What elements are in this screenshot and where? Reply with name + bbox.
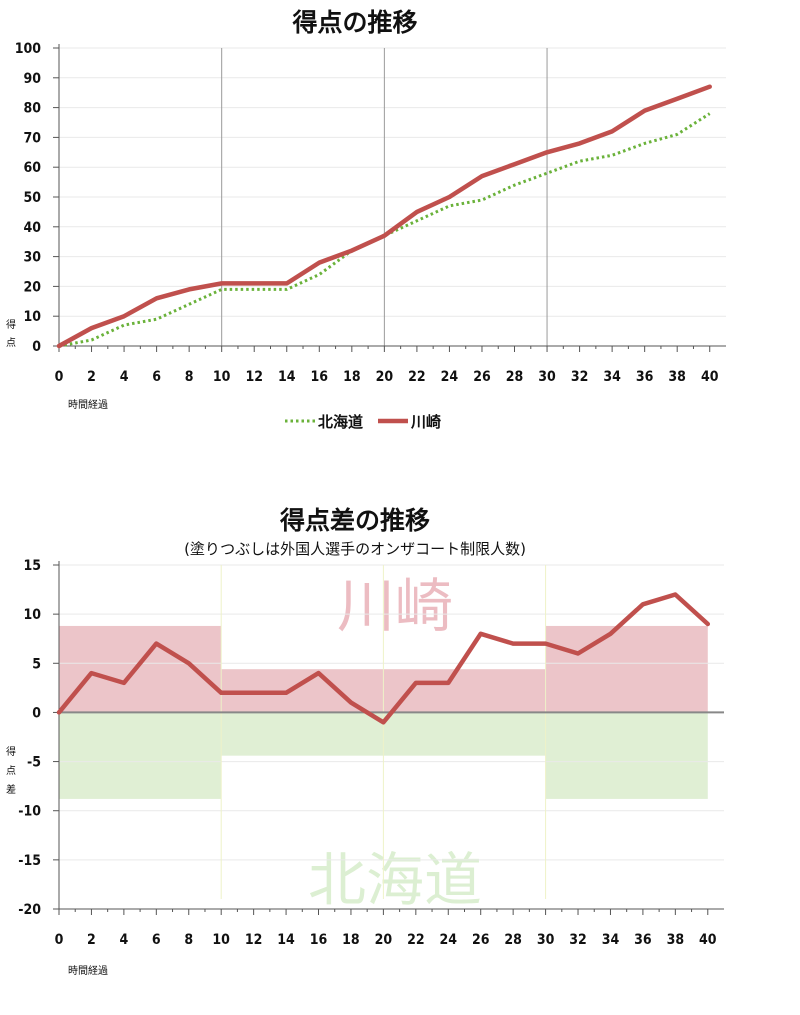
x-tick-label: 10 — [212, 932, 230, 948]
x-tick-label: 36 — [634, 932, 652, 948]
series-line-kawasaki — [56, 84, 712, 349]
y-tick-label: 10 — [23, 607, 41, 623]
y-tick-label: 20 — [23, 279, 41, 295]
x-tick-label: 8 — [184, 932, 193, 948]
y-tick-label: 15 — [23, 558, 41, 574]
x-tick-label: 2 — [87, 369, 96, 385]
x-tick-label: 14 — [277, 932, 295, 948]
x-tick-label: 6 — [152, 932, 161, 948]
chart2-x-ticks: 0 2 4 6 8 10 12 14 16 18 20 22 24 26 28 30 32 34 36 38 40 — [55, 909, 717, 948]
band-kawasaki — [545, 625, 708, 713]
chart1-gridlines — [59, 47, 726, 347]
ylabel-char: 点 — [6, 337, 16, 349]
x-tick-label: 38 — [667, 932, 685, 948]
x-tick-label: 32 — [571, 369, 589, 385]
x-tick-label: 12 — [245, 932, 263, 948]
legend-label-kawasaki: 川崎 — [410, 413, 441, 431]
chart1-x-ticks: 0 2 4 6 8 10 12 14 16 18 20 22 24 26 28 30 32 34 36 38 40 — [55, 346, 719, 385]
chart1-period-lines — [221, 48, 548, 346]
x-tick-label: 18 — [343, 369, 361, 385]
chart1-xlabel: 時間経過 — [68, 398, 108, 411]
x-tick-label: 12 — [245, 369, 263, 385]
chart2-title: 得点差の推移 — [279, 506, 430, 535]
x-tick-label: 40 — [699, 932, 717, 948]
x-tick-label: 32 — [569, 932, 587, 948]
y-tick-label: -20 — [18, 902, 41, 918]
chart2-period-lines — [220, 565, 547, 899]
chart1-axes — [58, 44, 726, 347]
x-tick-label: 40 — [701, 369, 719, 385]
x-tick-label: 26 — [472, 932, 490, 948]
x-tick-label: 24 — [441, 369, 459, 385]
y-tick-label: 90 — [23, 71, 41, 87]
x-tick-label: 26 — [473, 369, 491, 385]
x-tick-label: 4 — [120, 369, 129, 385]
x-tick-label: 16 — [311, 369, 329, 385]
legend-label-hokkaido: 北海道 — [318, 413, 363, 431]
series-line-score-diff — [56, 592, 711, 725]
ylabel-char: 得 — [6, 319, 16, 331]
y-tick-label: 80 — [23, 101, 41, 117]
band-hokkaido — [545, 712, 708, 799]
chart1-series — [56, 84, 712, 349]
x-tick-label: 22 — [408, 369, 426, 385]
y-tick-label: 10 — [23, 309, 41, 325]
x-tick-label: 20 — [375, 932, 393, 948]
chart2-series — [56, 592, 711, 725]
chart2-y-ticks: -20 -15 -10 -5 0 5 10 15 — [18, 558, 59, 918]
x-tick-label: 38 — [668, 369, 686, 385]
y-tick-label: 60 — [23, 160, 41, 176]
y-tick-label: 100 — [15, 41, 42, 57]
y-tick-label: -10 — [18, 804, 41, 820]
x-tick-label: 34 — [603, 369, 621, 385]
x-tick-label: 4 — [119, 932, 128, 948]
score-diff-chart: 川崎 北海道 得点差の推移 (塗りつぶしは外国人選手のオンザコート制限人数) -… — [6, 506, 724, 977]
chart1-ylabel: 得点 — [6, 319, 16, 349]
chart2-subtitle: (塗りつぶしは外国人選手のオンザコート制限人数) — [184, 540, 526, 558]
x-tick-label: 34 — [602, 932, 620, 948]
ylabel-char: 得 — [6, 746, 16, 758]
y-tick-label: 0 — [32, 705, 41, 721]
x-tick-label: 16 — [310, 932, 328, 948]
x-tick-label: 0 — [55, 369, 64, 385]
x-tick-label: 30 — [538, 369, 556, 385]
x-tick-label: 36 — [636, 369, 654, 385]
chart2-ylabel: 得点差 — [6, 746, 16, 796]
x-tick-label: 0 — [55, 932, 64, 948]
chart1-legend: 北海道 川崎 — [285, 413, 441, 431]
x-tick-label: 2 — [87, 932, 96, 948]
x-tick-label: 28 — [504, 932, 522, 948]
y-tick-label: -15 — [18, 853, 41, 869]
x-tick-label: 20 — [376, 369, 394, 385]
y-tick-label: 5 — [32, 656, 41, 672]
ylabel-char: 差 — [6, 783, 16, 796]
chart1-y-ticks: 0 10 20 30 40 50 60 70 80 90 100 — [15, 41, 59, 355]
x-tick-label: 24 — [440, 932, 458, 948]
watermark-kawasaki: 川崎 — [337, 572, 453, 640]
chart1-title: 得点の推移 — [291, 8, 417, 37]
watermark-hokkaido: 北海道 — [308, 846, 482, 914]
y-tick-label: 0 — [32, 339, 41, 355]
chart2-xlabel: 時間経過 — [68, 964, 108, 977]
x-tick-label: 10 — [213, 369, 231, 385]
y-tick-label: 30 — [23, 250, 41, 266]
y-tick-label: 70 — [23, 130, 41, 146]
ylabel-char: 点 — [6, 765, 16, 777]
x-tick-label: 8 — [185, 369, 194, 385]
y-tick-label: 40 — [23, 220, 41, 236]
x-tick-label: 14 — [278, 369, 296, 385]
y-tick-label: 50 — [23, 190, 41, 206]
x-tick-label: 22 — [407, 932, 425, 948]
x-tick-label: 28 — [506, 369, 524, 385]
y-tick-label: -5 — [27, 755, 41, 771]
x-tick-label: 18 — [342, 932, 360, 948]
x-tick-label: 6 — [152, 369, 161, 385]
band-hokkaido — [59, 712, 222, 799]
x-tick-label: 30 — [537, 932, 555, 948]
